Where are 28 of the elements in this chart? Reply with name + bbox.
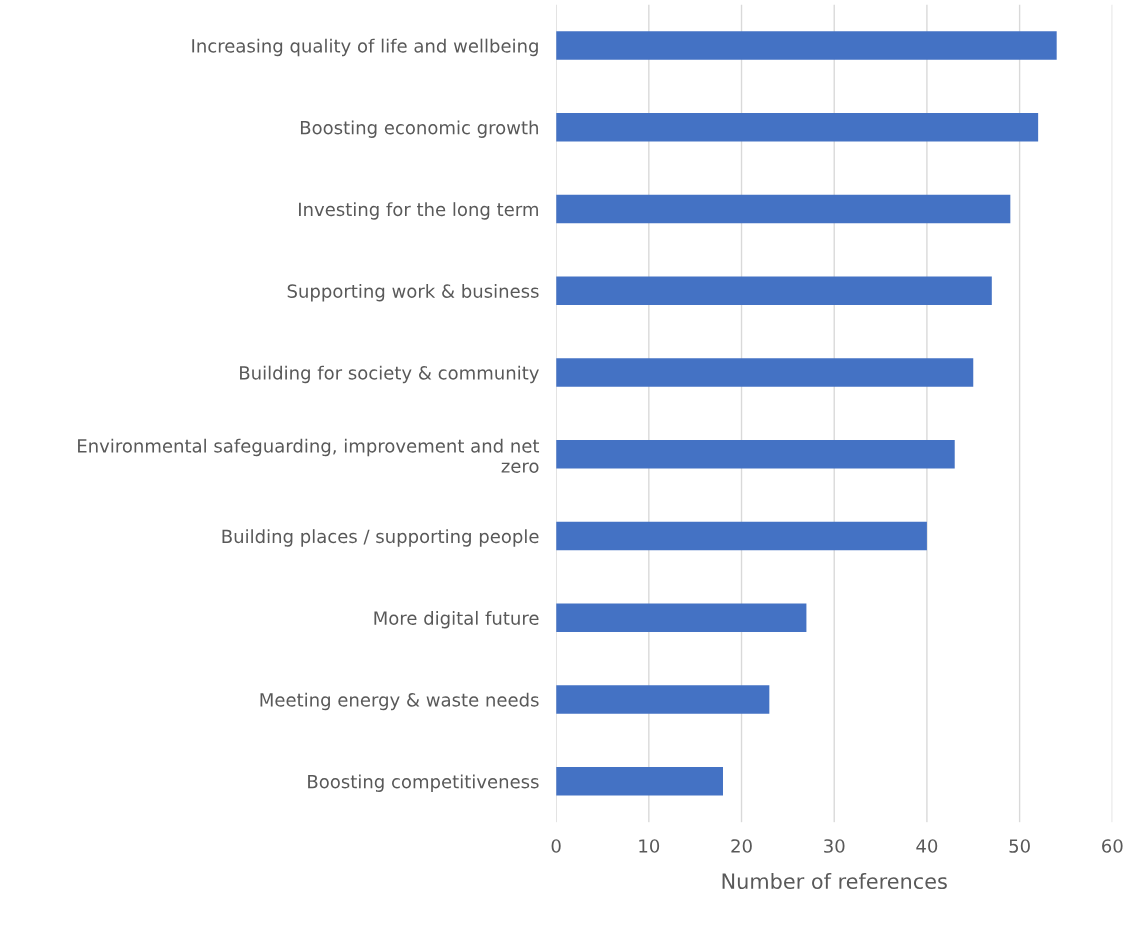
bar [556, 603, 807, 633]
y-tick-label: Environmental safeguarding, improvement and net zero [78, 438, 540, 473]
bar [556, 358, 974, 387]
y-tick-label: Supporting work & business [287, 283, 539, 302]
x-tick-label: 50 [1009, 839, 1030, 853]
y-tick-label: Meeting energy & waste needs [260, 692, 539, 711]
x-tick-label: 60 [1102, 839, 1123, 853]
x-tick-label: 40 [916, 839, 938, 853]
bar [556, 439, 955, 469]
bar [556, 276, 992, 306]
bar [556, 31, 1057, 60]
y-tick-label: More digital future [374, 610, 539, 629]
x-tick-label: 10 [639, 839, 660, 853]
x-axis-title: Number of references [722, 872, 947, 890]
y-tick-label: Investing for the long term [299, 202, 538, 220]
y-tick-label: Boosting competitiveness [308, 774, 539, 792]
y-tick-label: Building places / supporting people [222, 529, 539, 547]
bar [556, 112, 1039, 142]
x-tick-label: 20 [731, 839, 752, 853]
y-tick-label: Increasing quality of life and wellbeing [192, 38, 538, 57]
bar [556, 685, 770, 714]
bar [556, 766, 723, 796]
x-tick-label: 30 [824, 839, 845, 853]
y-tick-label: Building for society & community [240, 365, 539, 384]
bar [556, 521, 927, 551]
bar [556, 194, 1011, 224]
x-tick-label: 0 [551, 839, 561, 853]
y-tick-label: Boosting economic growth [300, 120, 538, 138]
